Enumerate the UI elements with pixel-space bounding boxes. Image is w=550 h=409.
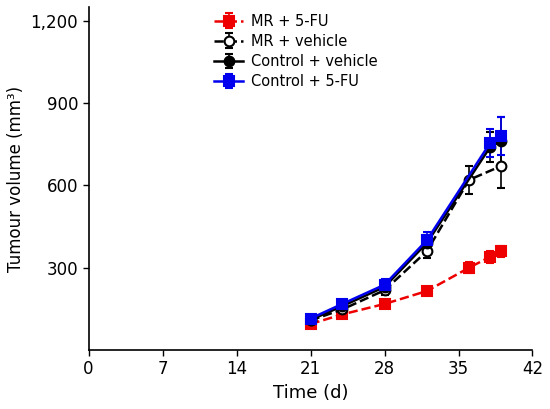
- Legend: MR + 5-FU, MR + vehicle, Control + vehicle, Control + 5-FU: MR + 5-FU, MR + vehicle, Control + vehic…: [211, 11, 380, 92]
- X-axis label: Time (d): Time (d): [273, 384, 348, 402]
- Y-axis label: Tumour volume (mm³): Tumour volume (mm³): [7, 85, 25, 272]
